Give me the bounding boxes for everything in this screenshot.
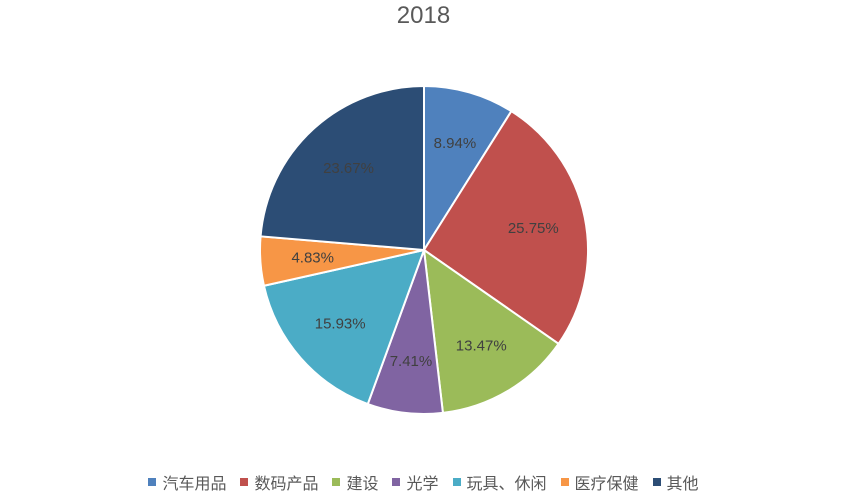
- legend-label: 医疗保健: [574, 474, 639, 493]
- pie-slice: [422, 247, 560, 415]
- legend-swatch: [392, 478, 401, 486]
- legend-label: 汽车用品: [162, 474, 227, 493]
- legend-swatch: [652, 478, 661, 486]
- legend-label: 建设: [346, 474, 379, 493]
- legend-swatch: [452, 478, 461, 486]
- legend-item: 医疗保健: [560, 470, 639, 494]
- data-label: 13.47%: [456, 338, 507, 355]
- legend-swatch: [332, 478, 341, 486]
- legend-item: 其他: [652, 470, 699, 494]
- legend-label: 光学: [406, 474, 439, 493]
- data-label: 8.94%: [434, 135, 477, 152]
- pie-slice: [262, 248, 426, 406]
- legend-swatch: [240, 478, 249, 486]
- legend-item: 汽车用品: [148, 470, 226, 494]
- legend-swatch: [560, 478, 569, 486]
- chart-title: 2018: [396, 2, 451, 29]
- legend-item: 光学: [392, 470, 439, 494]
- pie-slice: [423, 84, 513, 254]
- data-label: 7.41%: [390, 353, 433, 370]
- pie-slice: [422, 109, 589, 346]
- data-label: 23.67%: [323, 160, 374, 177]
- legend-label: 其他: [666, 474, 699, 493]
- legend-label: 数码产品: [254, 474, 319, 493]
- legend-item: 建设: [332, 470, 378, 494]
- pie-chart: 8.94% 25.75% 13.47% 7.41% 15.93% 4.83% 23.67%: [259, 84, 589, 415]
- data-label: 4.83%: [291, 250, 334, 267]
- data-label: 15.93%: [315, 316, 366, 333]
- legend-swatch: [148, 478, 157, 486]
- legend-item: 玩具、休闲: [452, 470, 547, 494]
- legend: 汽车用品 数码产品 建设 光学 玩具、休闲 医疗保健 其他: [0, 470, 847, 494]
- legend-item: 数码产品: [240, 470, 318, 494]
- pie-slice: [259, 84, 425, 252]
- legend-label: 玩具、休闲: [466, 474, 547, 493]
- data-label: 25.75%: [508, 220, 559, 237]
